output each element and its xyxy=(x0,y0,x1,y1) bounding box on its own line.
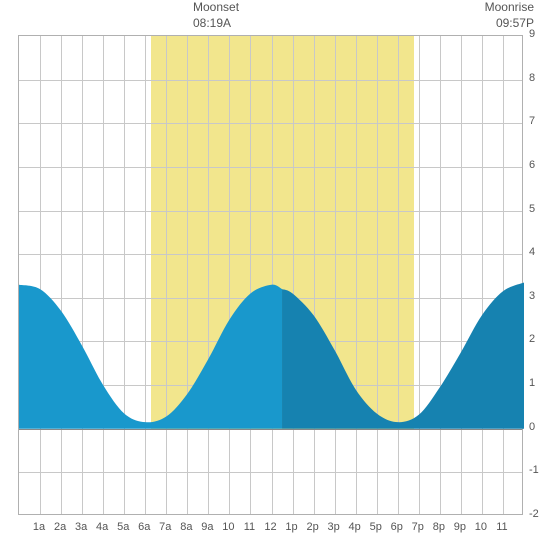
y-tick-label: 3 xyxy=(529,290,535,302)
x-tick-label: 10 xyxy=(222,521,234,533)
x-tick-label: 11 xyxy=(244,521,255,533)
y-tick-label: 0 xyxy=(529,421,535,433)
x-tick-label: 8p xyxy=(433,521,445,533)
moonset-label: Moonset 08:19A xyxy=(193,0,239,31)
y-tick-label: 8 xyxy=(529,72,535,84)
x-tick-label: 4a xyxy=(96,521,108,533)
moonrise-title: Moonrise xyxy=(485,0,534,14)
x-tick-label: 12 xyxy=(264,521,276,533)
tide-left xyxy=(19,285,282,429)
x-tick-label: 6a xyxy=(138,521,150,533)
x-tick-label: 10 xyxy=(475,521,487,533)
x-tick-label: 5p xyxy=(370,521,382,533)
x-tick-label: 7p xyxy=(412,521,424,533)
y-tick-label: -1 xyxy=(529,464,539,476)
x-tick-label: 3p xyxy=(328,521,340,533)
y-tick-label: 5 xyxy=(529,203,535,215)
x-tick-label: 6p xyxy=(391,521,403,533)
zero-line xyxy=(19,429,522,430)
x-tick-label: 8a xyxy=(180,521,192,533)
moonrise-label: Moonrise 09:57P xyxy=(485,0,534,31)
x-tick-label: 1a xyxy=(33,521,45,533)
tide-area xyxy=(19,36,524,516)
x-tick-label: 5a xyxy=(117,521,129,533)
y-tick-label: 2 xyxy=(529,333,535,345)
x-tick-label: 2p xyxy=(306,521,318,533)
y-tick-label: 1 xyxy=(529,377,535,389)
x-tick-label: 3a xyxy=(75,521,87,533)
x-tick-label: 7a xyxy=(159,521,171,533)
plot-area xyxy=(18,35,523,515)
y-tick-label: 7 xyxy=(529,115,535,127)
tide-chart-container: Moonset 08:19A Moonrise 09:57P -2-101234… xyxy=(0,0,550,550)
x-tick-label: 1p xyxy=(285,521,297,533)
moonset-time: 08:19A xyxy=(193,16,231,30)
x-tick-label: 4p xyxy=(349,521,361,533)
x-tick-label: 9a xyxy=(201,521,213,533)
moonset-title: Moonset xyxy=(193,0,239,14)
y-tick-label: 6 xyxy=(529,159,535,171)
y-tick-label: -2 xyxy=(529,508,539,520)
x-tick-label: 2a xyxy=(54,521,66,533)
y-tick-label: 4 xyxy=(529,246,535,258)
tide-right xyxy=(282,283,524,429)
x-tick-label: 11 xyxy=(496,521,507,533)
x-tick-label: 9p xyxy=(454,521,466,533)
y-tick-label: 9 xyxy=(529,28,535,40)
